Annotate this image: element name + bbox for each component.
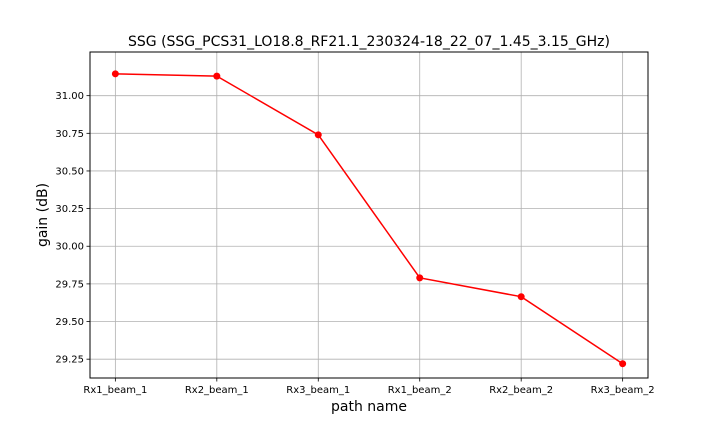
grid-lines	[90, 52, 648, 378]
x-tick-label: Rx3_beam_1	[286, 385, 350, 396]
data-point	[517, 293, 525, 301]
plot-frame	[89, 51, 649, 379]
data-point	[213, 72, 221, 80]
x-tick-label: Rx2_beam_1	[185, 385, 249, 396]
data-point	[416, 274, 424, 282]
y-tick-label: 29.25	[55, 355, 84, 366]
data-point	[314, 131, 322, 139]
y-tick-label: 30.00	[55, 242, 84, 253]
x-axis-label: path name	[331, 399, 407, 415]
data-point	[111, 70, 119, 78]
series-line	[115, 73, 624, 365]
chart-title: SSG (SSG_PCS31_LO18.8_RF21.1_230324-18_2…	[128, 34, 610, 50]
y-axis-label: gain (dB)	[35, 183, 51, 247]
data-point	[619, 360, 627, 368]
y-tick-label: 30.50	[55, 166, 84, 177]
y-tick-label: 30.75	[55, 129, 84, 140]
x-axis-ticks: Rx1_beam_1 Rx2_beam_1 Rx3_beam_1 Rx1_beam_2…	[83, 378, 655, 396]
y-tick-label: 29.50	[55, 317, 84, 328]
x-tick-label: Rx1_beam_2	[388, 385, 452, 396]
x-tick-label: Rx3_beam_2	[591, 385, 655, 396]
x-tick-label: Rx2_beam_2	[489, 385, 553, 396]
y-tick-label: 30.25	[55, 204, 84, 215]
data-line	[115, 73, 624, 365]
series-markers	[111, 70, 627, 368]
x-tick-label: Rx1_beam_1	[83, 385, 147, 396]
y-tick-label: 31.00	[55, 91, 84, 102]
y-axis-ticks: 29.25 29.50 29.75 30.00 30.25 30.50 30.75 31.00	[55, 91, 90, 366]
y-tick-label: 29.75	[55, 279, 84, 290]
